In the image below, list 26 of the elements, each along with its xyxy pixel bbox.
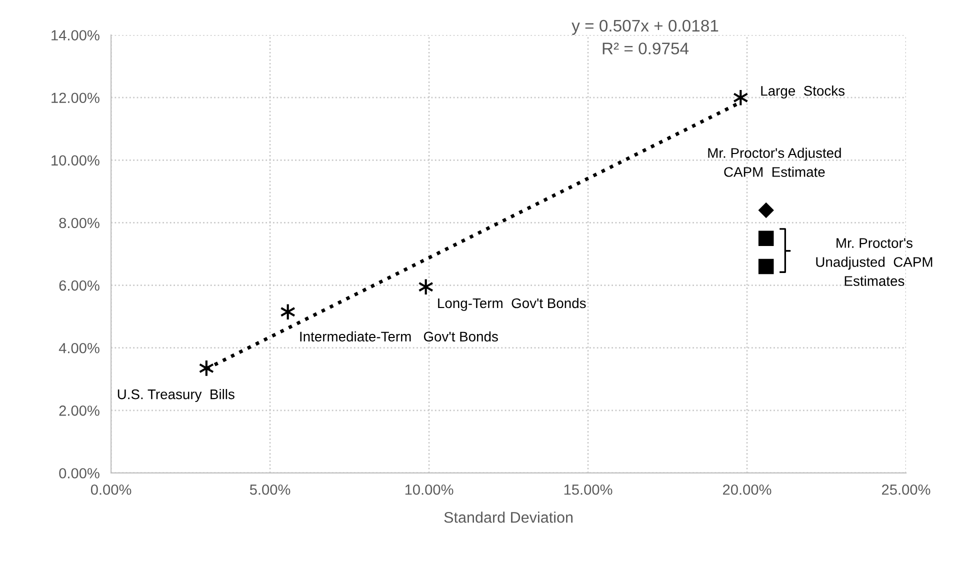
annotation: Mr. Proctor's Unadjusted CAPM Estimates xyxy=(816,238,932,286)
x-tick-label: 10.00% xyxy=(405,484,454,495)
x-tick-label: 25.00% xyxy=(882,484,930,495)
annotation: R² = 0.9754 xyxy=(602,42,689,54)
x-tick-label: 20.00% xyxy=(723,484,772,495)
annotation: Mr. Proctor's Adjusted CAPM Estimate xyxy=(708,148,841,177)
point xyxy=(758,202,774,218)
x-axis-title: Standard Deviation xyxy=(444,512,573,523)
x-tick-label: 0.00% xyxy=(90,484,132,495)
y-tick-label: 4.00% xyxy=(58,342,100,354)
y-tick-label: 12.00% xyxy=(52,92,100,104)
text: y = 0.507x + 0.0181 xyxy=(572,20,718,35)
annotation: U.S. Treasury Bills xyxy=(118,389,234,402)
point xyxy=(758,258,774,274)
annotation: Large Stocks xyxy=(761,86,845,99)
x-tick-label: 15.00% xyxy=(564,484,612,495)
x-tick-label: 5.00% xyxy=(250,484,290,495)
y-tick-label: 10.00% xyxy=(52,155,100,166)
y-tick-label: 6.00% xyxy=(59,280,100,291)
annotation: Long-Term Gov't Bonds xyxy=(438,298,586,311)
y-tick-label: 2.00% xyxy=(59,406,100,416)
y-tick-label: 0.00% xyxy=(59,468,100,478)
y-tick-label: 14.00% xyxy=(52,30,100,40)
point xyxy=(758,230,774,246)
y-tick-label: 8.00% xyxy=(59,218,100,228)
annotation: Intermediate-Term Gov't Bonds xyxy=(300,331,498,342)
